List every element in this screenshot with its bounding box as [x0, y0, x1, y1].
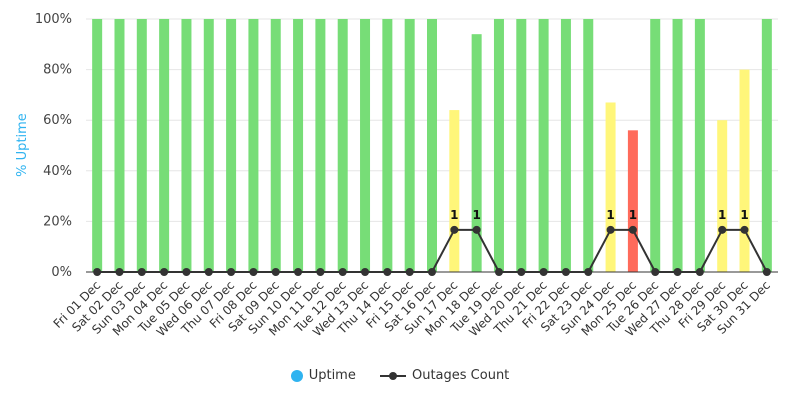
- uptime-bar[interactable]: [717, 120, 728, 272]
- uptime-bar[interactable]: [293, 19, 304, 272]
- outages-point[interactable]: [472, 225, 481, 234]
- uptime-bar[interactable]: [605, 102, 616, 273]
- uptime-bar[interactable]: [493, 19, 504, 272]
- uptime-bar[interactable]: [315, 19, 326, 272]
- uptime-bar[interactable]: [694, 19, 705, 272]
- outages-point[interactable]: [606, 225, 615, 234]
- uptime-bar[interactable]: [159, 19, 170, 272]
- uptime-bar[interactable]: [382, 19, 393, 272]
- uptime-bar[interactable]: [471, 34, 482, 273]
- chart-legend: Uptime Outages Count: [0, 368, 800, 386]
- uptime-bar[interactable]: [761, 19, 772, 272]
- y-tick-label: 100%: [35, 12, 72, 27]
- legend-uptime-marker: [290, 369, 303, 382]
- uptime-bar[interactable]: [538, 19, 549, 272]
- uptime-bar[interactable]: [92, 19, 103, 272]
- uptime-bars: [92, 19, 772, 273]
- uptime-bar[interactable]: [337, 19, 348, 272]
- uptime-bar[interactable]: [627, 130, 638, 272]
- legend-outages-label: Outages Count: [411, 368, 510, 383]
- legend-item-uptime[interactable]: Uptime: [290, 368, 356, 383]
- uptime-bar[interactable]: [583, 19, 594, 272]
- uptime-bar[interactable]: [181, 19, 192, 272]
- y-tick-label: 80%: [43, 63, 72, 78]
- outages-point[interactable]: [740, 225, 749, 234]
- outages-data-label: 1: [450, 208, 458, 222]
- outages-point[interactable]: [450, 225, 459, 234]
- y-tick-label: 60%: [43, 113, 72, 128]
- uptime-bar[interactable]: [672, 19, 683, 272]
- outages-data-label: 1: [472, 208, 480, 222]
- uptime-bar[interactable]: [449, 110, 460, 272]
- outages-data-label: 1: [718, 208, 726, 222]
- uptime-bar[interactable]: [560, 19, 571, 272]
- uptime-bar[interactable]: [516, 19, 527, 272]
- uptime-bar[interactable]: [360, 19, 371, 272]
- uptime-bar[interactable]: [114, 19, 125, 272]
- uptime-bar[interactable]: [226, 19, 237, 272]
- uptime-bar[interactable]: [203, 19, 214, 272]
- y-axis-label: % Uptime: [15, 113, 30, 177]
- legend-item-outages[interactable]: Outages Count: [379, 368, 510, 383]
- outages-data-label: 1: [629, 208, 637, 222]
- y-tick-label: 0%: [51, 265, 72, 280]
- outages-data-label: 1: [740, 208, 748, 222]
- y-tick-label: 40%: [43, 164, 72, 179]
- uptime-bar[interactable]: [739, 69, 750, 272]
- uptime-bar[interactable]: [270, 19, 281, 272]
- uptime-bar[interactable]: [427, 19, 437, 272]
- uptime-bar[interactable]: [404, 19, 415, 272]
- legend-outages-marker: [379, 370, 406, 382]
- outages-data-label: 1: [606, 208, 614, 222]
- outages-point[interactable]: [718, 225, 727, 234]
- y-axis-ticks: 0% 20% 40% 60% 80% 100%: [35, 12, 72, 280]
- uptime-bar[interactable]: [650, 19, 661, 272]
- legend-uptime-label: Uptime: [308, 368, 356, 383]
- uptime-bar[interactable]: [248, 19, 259, 272]
- uptime-bar[interactable]: [136, 19, 147, 272]
- y-tick-label: 20%: [43, 214, 72, 229]
- outages-point[interactable]: [628, 225, 637, 234]
